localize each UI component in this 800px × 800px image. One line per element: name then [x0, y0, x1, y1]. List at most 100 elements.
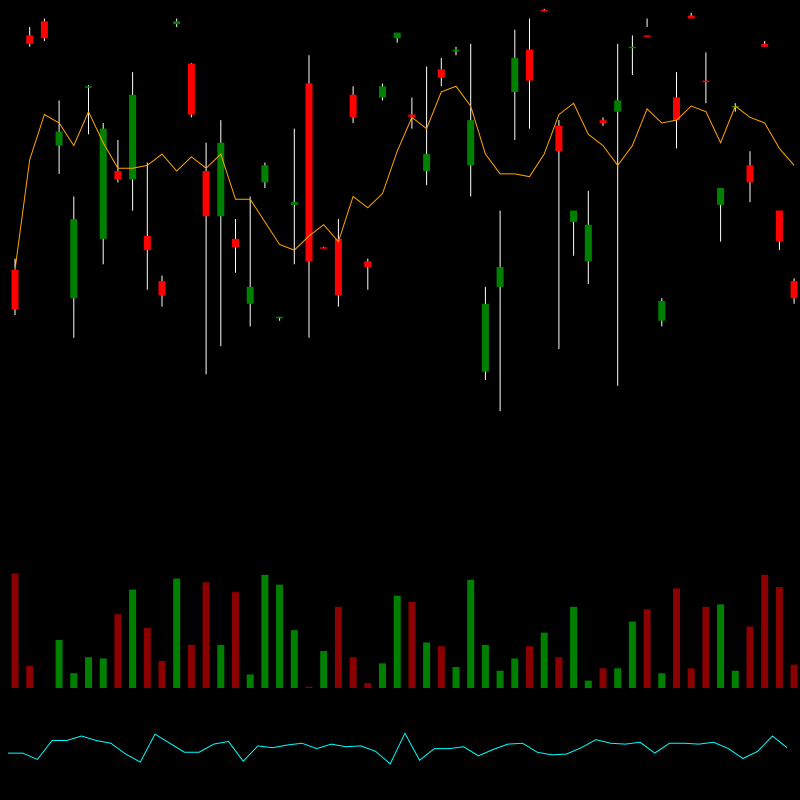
volume-bar	[99, 658, 107, 688]
candle-body	[511, 58, 519, 92]
volume-panel	[11, 573, 798, 688]
candle-body	[40, 21, 48, 39]
candle-body	[187, 63, 195, 115]
volume-bar	[349, 657, 357, 688]
volume-bar	[305, 686, 313, 688]
candle-body	[526, 49, 533, 81]
candle-body	[599, 120, 607, 123]
volume-bar	[731, 670, 739, 688]
volume-bar	[70, 673, 78, 688]
candle-body	[643, 35, 651, 37]
candle-body	[717, 187, 725, 205]
volume-bar	[687, 668, 695, 688]
candle-body	[349, 94, 357, 118]
candle-body	[746, 165, 754, 183]
candle-body	[658, 300, 666, 321]
candle-body	[496, 267, 504, 287]
candle-body	[85, 86, 92, 88]
volume-bar	[761, 574, 769, 688]
volume-bar	[481, 644, 489, 688]
candle-body	[467, 120, 475, 166]
candle-body	[290, 202, 298, 205]
volume-bar	[55, 640, 63, 688]
volume-bar	[526, 646, 533, 688]
candle-body	[628, 46, 636, 49]
volume-bar	[423, 642, 431, 688]
candle-body	[364, 261, 372, 268]
volume-bar	[393, 595, 401, 688]
volume-bar	[334, 606, 342, 688]
candle-body	[555, 125, 563, 152]
volume-bar	[673, 588, 680, 688]
volume-bar	[246, 674, 254, 688]
candle-body	[143, 236, 151, 251]
candle-body	[584, 224, 592, 262]
volume-bar	[187, 644, 195, 688]
candle-body	[614, 100, 622, 112]
volume-bar	[85, 657, 92, 688]
volume-bar	[114, 614, 122, 688]
volume-bar	[511, 658, 519, 688]
volume-bar	[364, 683, 372, 688]
candle-body	[481, 303, 489, 372]
volume-bar	[320, 651, 328, 688]
candle-body	[305, 83, 313, 262]
candle-body	[114, 171, 122, 180]
volume-bar	[26, 665, 34, 688]
volume-bar	[775, 587, 783, 688]
candle-body	[261, 165, 269, 183]
volume-bar	[643, 609, 651, 688]
volume-bar	[408, 601, 416, 688]
volume-bar	[452, 667, 460, 688]
volume-bar	[496, 670, 504, 688]
volume-bar	[702, 606, 710, 688]
candle-body	[775, 210, 783, 242]
volume-bar	[143, 627, 151, 688]
volume-bar	[467, 579, 475, 688]
volume-bar	[11, 573, 19, 688]
candle-body	[173, 21, 181, 25]
volume-bar	[746, 626, 754, 688]
price-panel	[11, 8, 798, 412]
candle-body	[687, 15, 695, 19]
volume-bar	[570, 606, 578, 688]
candle-body	[217, 142, 225, 217]
candle-body	[452, 49, 460, 52]
volume-bar	[658, 673, 666, 688]
candle-body	[393, 32, 401, 39]
candle-body	[540, 10, 548, 12]
volume-bar	[217, 644, 225, 688]
candle-body	[70, 219, 78, 299]
volume-bar	[614, 668, 622, 688]
volume-bar	[158, 660, 166, 688]
candle-body	[55, 131, 63, 146]
candle-body	[26, 35, 34, 44]
volume-bar	[261, 574, 269, 688]
volume-bar	[628, 621, 636, 688]
volume-bar	[717, 604, 725, 688]
candle-body	[320, 247, 328, 249]
candle-body	[276, 316, 284, 319]
candle-body	[673, 97, 680, 121]
candle-body	[702, 80, 710, 83]
volume-bar	[202, 582, 210, 688]
moving-average-line	[14, 85, 795, 270]
volume-bar	[540, 632, 548, 688]
candle-body	[129, 94, 137, 180]
candle-body	[761, 43, 769, 47]
candle-body	[379, 86, 386, 98]
candle-body	[158, 281, 166, 296]
candle-body	[570, 210, 578, 222]
volume-bar	[437, 646, 445, 688]
candle-body	[232, 238, 239, 248]
volume-bar	[276, 584, 284, 688]
candle-body	[790, 281, 798, 299]
candle-body	[437, 69, 445, 78]
candle-body	[11, 269, 19, 310]
candle-body	[202, 171, 210, 217]
candle-body	[408, 114, 416, 118]
candle-body	[334, 238, 342, 296]
indicator-line	[8, 732, 788, 765]
candle-body	[423, 154, 431, 172]
